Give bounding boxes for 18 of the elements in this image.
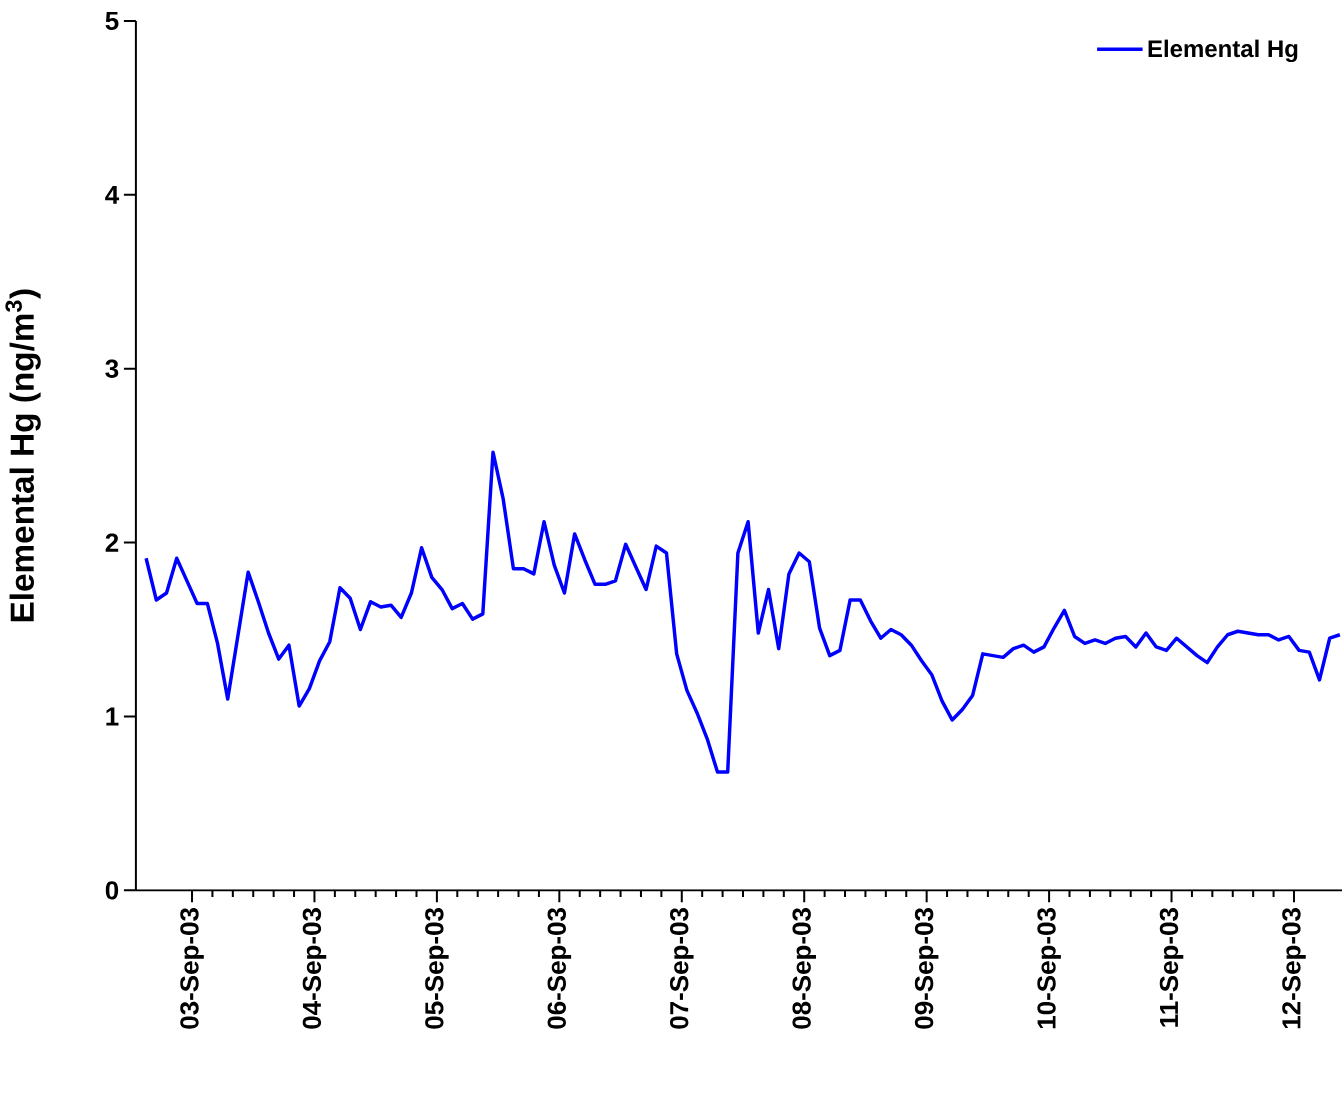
- y-tick-label: 2: [105, 533, 119, 552]
- x-tick-label: 07-Sep-03: [670, 907, 694, 1029]
- y-axis-title: Elemental Hg (ng/m$^{3}$): [5, 289, 41, 622]
- x-tick-label: 08-Sep-03: [792, 907, 816, 1029]
- x-tick-label: 10-Sep-03: [1037, 907, 1061, 1029]
- y-tick-label: 5: [105, 11, 119, 30]
- y-tick-label: 4: [105, 185, 120, 204]
- x-tick-label: 12-Sep-03: [1282, 907, 1306, 1029]
- y-tick-label: 0: [105, 881, 119, 900]
- x-tick-label: 06-Sep-03: [547, 907, 572, 1029]
- x-tick-label: 09-Sep-03: [914, 907, 939, 1029]
- legend-label: Elemental Hg: [1148, 39, 1298, 62]
- x-tick-label: 04-Sep-03: [302, 907, 327, 1029]
- x-tick-label: 05-Sep-03: [425, 907, 449, 1029]
- x-tick-label: 11-Sep-03: [1159, 907, 1184, 1027]
- y-tick-label: 3: [105, 359, 119, 378]
- y-tick-label: 1: [106, 707, 119, 726]
- x-tick-label: 03-Sep-03: [180, 907, 204, 1029]
